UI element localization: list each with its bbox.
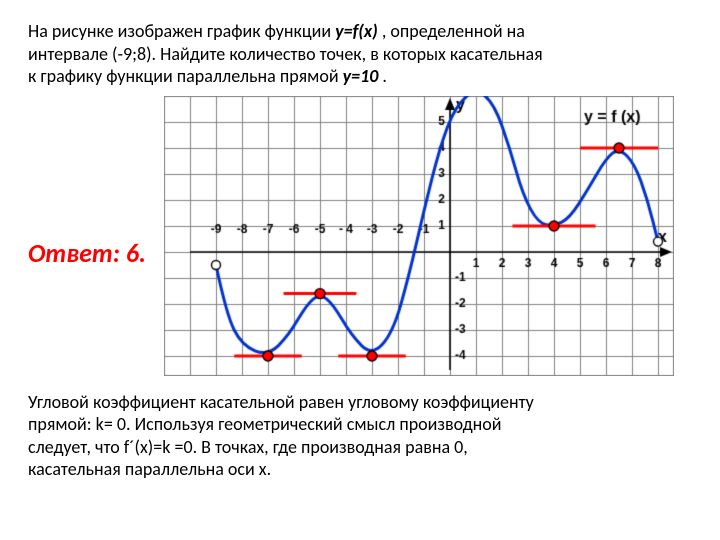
problem-fn: y=f(x) bbox=[335, 20, 378, 42]
exp-l2: прямой: k= 0. Используя геометрический с… bbox=[28, 413, 502, 435]
exp-l3: следует, что f´(x)=k =0. В точках, где п… bbox=[28, 436, 468, 458]
answer: Ответ: 6. bbox=[28, 237, 146, 269]
problem-text: На рисунке изображен график функции y=f(… bbox=[28, 20, 692, 88]
problem-eq: y=10 bbox=[343, 65, 379, 87]
problem-l1a: На рисунке изображен график функции bbox=[28, 20, 335, 42]
function-graph bbox=[164, 96, 674, 376]
explanation: Угловой коэффициент касательной равен уг… bbox=[28, 391, 692, 481]
problem-l3b: . bbox=[382, 65, 387, 87]
graph-container bbox=[164, 96, 674, 381]
exp-l4: касательная параллельна оси x. bbox=[28, 458, 271, 480]
problem-l2: интервале (-9;8). Найдите количество точ… bbox=[28, 43, 543, 65]
answer-value: 6. bbox=[126, 237, 146, 269]
answer-label: Ответ: bbox=[28, 237, 120, 269]
problem-l3a: к графику функции параллельна прямой bbox=[28, 65, 343, 87]
exp-l1: Угловой коэффициент касательной равен уг… bbox=[28, 391, 534, 413]
problem-l1b: , определенной на bbox=[382, 20, 525, 42]
